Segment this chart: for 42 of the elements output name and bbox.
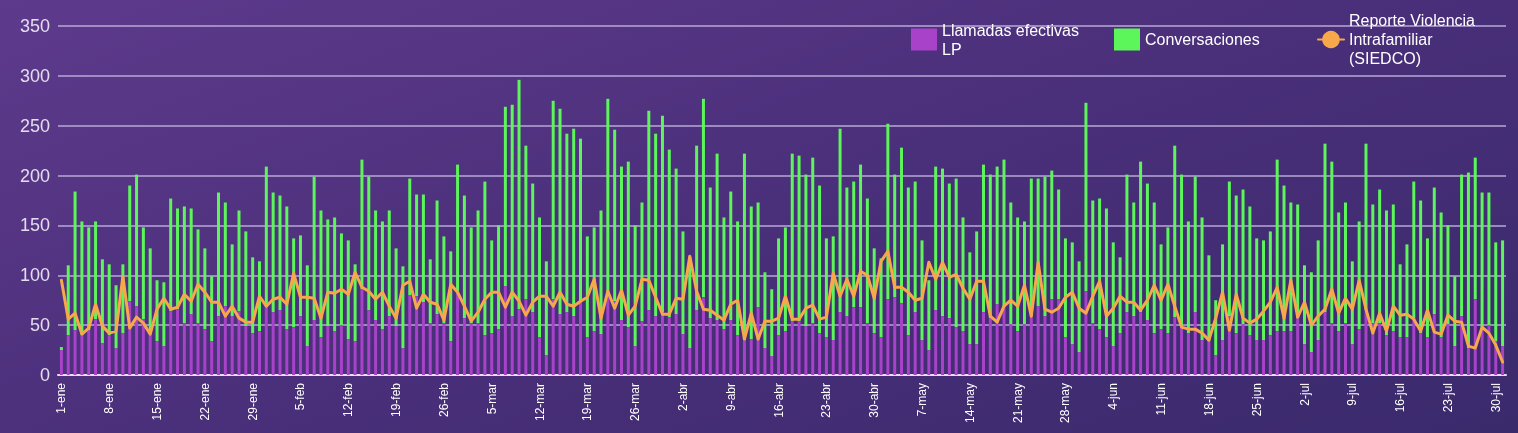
x-tick-label: 30-abr xyxy=(867,383,882,418)
x-tick-label: 16-jul xyxy=(1393,383,1408,413)
x-tick-label: 30-jul xyxy=(1488,383,1503,413)
x-tick-label: 7-may xyxy=(915,383,930,417)
x-tick-label: 21-may xyxy=(1010,383,1025,424)
y-tick-label: 200 xyxy=(19,165,50,186)
x-tick-label: 25-jun xyxy=(1249,383,1264,417)
x-tick-label: 19-mar xyxy=(580,383,595,422)
y-tick-label: 50 xyxy=(29,315,50,336)
x-tick-label: 5-mar xyxy=(484,383,499,415)
x-tick-label: 16-abr xyxy=(771,383,786,418)
x-tick-label: 14-may xyxy=(962,383,977,424)
y-tick-label: 0 xyxy=(39,365,50,385)
x-tick-label: 9-abr xyxy=(723,383,738,412)
x-tick-label: 4-jun xyxy=(1106,383,1121,410)
x-tick-label: 12-mar xyxy=(532,383,547,422)
x-tick-label: 2-jul xyxy=(1297,383,1312,406)
x-tick-label: 2-abr xyxy=(675,383,690,412)
x-tick-label: 23-jul xyxy=(1440,383,1455,413)
x-tick-label: 9-jul xyxy=(1345,383,1360,406)
x-tick-label: 26-feb xyxy=(436,382,451,418)
x-tick-label: 26-mar xyxy=(628,383,643,422)
y-tick-label: 350 xyxy=(19,16,50,36)
x-tick-label: 29-ene xyxy=(245,382,260,421)
y-tick-label: 150 xyxy=(19,215,50,236)
y-tick-label: 100 xyxy=(19,265,50,286)
x-tick-label: 1-ene xyxy=(54,382,69,414)
legend-label: Conversaciones xyxy=(1145,31,1260,48)
y-tick-label: 250 xyxy=(19,115,50,136)
x-tick-label: 15-ene xyxy=(150,382,165,421)
legend-label: Reporte Violencia Intrafamiliar (SIEDCO) xyxy=(1349,12,1480,67)
x-tick-label: 12-feb xyxy=(341,382,356,418)
x-tick-label: 23-abr xyxy=(819,383,834,418)
x-tick-label: 19-feb xyxy=(389,382,404,418)
x-tick-label: 22-ene xyxy=(197,382,212,421)
y-tick-label: 300 xyxy=(19,65,50,86)
x-tick-label: 28-may xyxy=(1058,383,1073,424)
legend-label: Llamadas efectivas LP xyxy=(942,21,1084,58)
x-tick-label: 8-ene xyxy=(102,382,117,414)
x-tick-label: 5-feb xyxy=(293,382,308,411)
x-tick-label: 18-jun xyxy=(1201,383,1216,417)
x-tick-label: 11-jun xyxy=(1154,383,1169,416)
